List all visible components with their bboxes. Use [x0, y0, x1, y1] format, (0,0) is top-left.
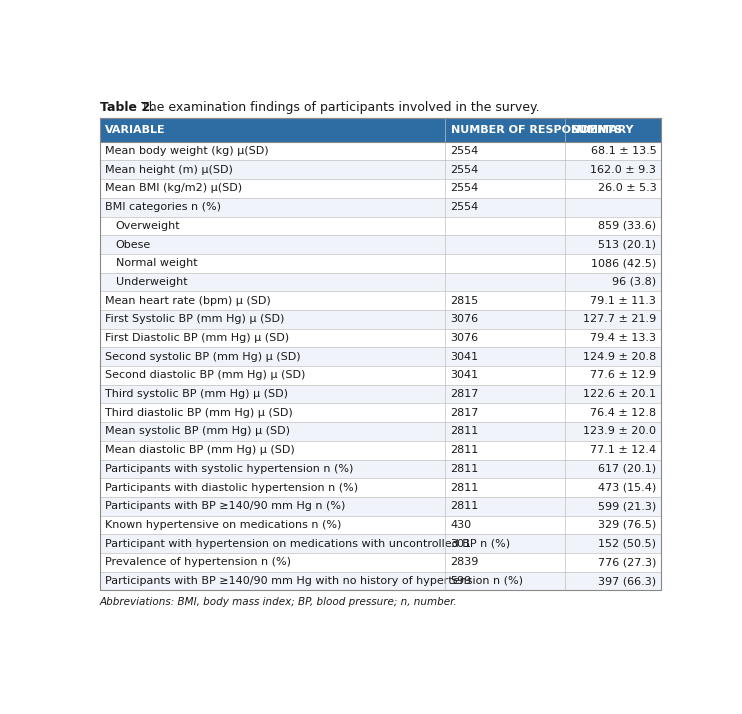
Text: Third diastolic BP (mm Hg) μ (SD): Third diastolic BP (mm Hg) μ (SD)	[105, 408, 293, 418]
Text: 2554: 2554	[450, 202, 479, 212]
Bar	[99, 422, 661, 441]
Bar	[99, 179, 661, 198]
Bar	[99, 478, 661, 497]
Bar	[99, 497, 661, 516]
Text: 3041: 3041	[450, 371, 479, 381]
Bar	[99, 273, 661, 291]
Text: 2554: 2554	[450, 146, 479, 156]
Text: 2811: 2811	[450, 483, 479, 493]
Text: VARIABLE: VARIABLE	[105, 125, 166, 135]
Text: Mean systolic BP (mm Hg) μ (SD): Mean systolic BP (mm Hg) μ (SD)	[105, 426, 290, 436]
Bar	[99, 403, 661, 422]
Text: 122.6 ± 20.1: 122.6 ± 20.1	[583, 389, 657, 399]
Text: Mean body weight (kg) μ(SD): Mean body weight (kg) μ(SD)	[105, 146, 269, 156]
Text: 96 (3.8): 96 (3.8)	[612, 277, 657, 287]
Text: 26.0 ± 5.3: 26.0 ± 5.3	[597, 183, 657, 193]
Text: The examination findings of participants involved in the survey.: The examination findings of participants…	[141, 101, 539, 114]
Bar	[99, 198, 661, 216]
Text: Mean BMI (kg/m2) μ(SD): Mean BMI (kg/m2) μ(SD)	[105, 183, 243, 193]
Text: Mean height (m) μ(SD): Mean height (m) μ(SD)	[105, 165, 233, 175]
Text: 473 (15.4): 473 (15.4)	[598, 483, 657, 493]
Text: Overweight: Overweight	[116, 221, 180, 231]
Text: Third systolic BP (mm Hg) μ (SD): Third systolic BP (mm Hg) μ (SD)	[105, 389, 289, 399]
Text: 599 (21.3): 599 (21.3)	[598, 501, 657, 511]
Text: 2811: 2811	[450, 501, 479, 511]
Text: Mean diastolic BP (mm Hg) μ (SD): Mean diastolic BP (mm Hg) μ (SD)	[105, 446, 295, 456]
Bar	[99, 441, 661, 460]
Text: 162.0 ± 9.3: 162.0 ± 9.3	[591, 165, 657, 175]
Bar	[99, 534, 661, 553]
Bar	[99, 142, 661, 161]
Bar	[99, 118, 661, 590]
Bar	[99, 118, 661, 142]
Text: 2817: 2817	[450, 408, 479, 418]
Text: Table 2.: Table 2.	[99, 101, 154, 114]
Text: 77.6 ± 12.9: 77.6 ± 12.9	[590, 371, 657, 381]
Text: Prevalence of hypertension n (%): Prevalence of hypertension n (%)	[105, 558, 292, 568]
Text: 776 (27.3): 776 (27.3)	[598, 558, 657, 568]
Text: 397 (66.3): 397 (66.3)	[598, 576, 657, 586]
Bar	[99, 553, 661, 572]
Bar	[99, 328, 661, 348]
Text: NUMBER OF RESPONDENTS: NUMBER OF RESPONDENTS	[450, 125, 622, 135]
Text: BMI categories n (%): BMI categories n (%)	[105, 202, 221, 212]
Bar	[99, 161, 661, 179]
Bar	[99, 291, 661, 310]
Bar	[99, 235, 661, 254]
Bar	[99, 348, 661, 366]
Text: Mean heart rate (bpm) μ (SD): Mean heart rate (bpm) μ (SD)	[105, 296, 271, 306]
Text: 3076: 3076	[450, 314, 479, 324]
Text: Participants with diastolic hypertension n (%): Participants with diastolic hypertension…	[105, 483, 358, 493]
Text: 1086 (42.5): 1086 (42.5)	[591, 258, 657, 268]
Text: First Diastolic BP (mm Hg) μ (SD): First Diastolic BP (mm Hg) μ (SD)	[105, 333, 289, 343]
Text: 599: 599	[450, 576, 472, 586]
Text: Second systolic BP (mm Hg) μ (SD): Second systolic BP (mm Hg) μ (SD)	[105, 352, 301, 362]
Text: 2554: 2554	[450, 165, 479, 175]
Text: 123.9 ± 20.0: 123.9 ± 20.0	[583, 426, 657, 436]
Text: 79.1 ± 11.3: 79.1 ± 11.3	[591, 296, 657, 306]
Text: 2815: 2815	[450, 296, 479, 306]
Bar	[99, 366, 661, 385]
Bar	[99, 460, 661, 478]
Text: Second diastolic BP (mm Hg) μ (SD): Second diastolic BP (mm Hg) μ (SD)	[105, 371, 306, 381]
Text: 76.4 ± 12.8: 76.4 ± 12.8	[590, 408, 657, 418]
Text: 2554: 2554	[450, 183, 479, 193]
Text: SUMMARY: SUMMARY	[570, 125, 634, 135]
Text: 127.7 ± 21.9: 127.7 ± 21.9	[583, 314, 657, 324]
Text: 329 (76.5): 329 (76.5)	[598, 520, 657, 530]
Text: 2817: 2817	[450, 389, 479, 399]
Bar	[99, 254, 661, 273]
Text: First Systolic BP (mm Hg) μ (SD): First Systolic BP (mm Hg) μ (SD)	[105, 314, 285, 324]
Text: 2811: 2811	[450, 426, 479, 436]
Text: Obese: Obese	[116, 240, 151, 250]
Text: 2839: 2839	[450, 558, 479, 568]
Text: 77.1 ± 12.4: 77.1 ± 12.4	[590, 446, 657, 456]
Text: 124.9 ± 20.8: 124.9 ± 20.8	[583, 352, 657, 362]
Bar	[99, 516, 661, 534]
Bar	[99, 216, 661, 235]
Text: Abbreviations: BMI, body mass index; BP, blood pressure; n, number.: Abbreviations: BMI, body mass index; BP,…	[99, 597, 457, 607]
Text: 152 (50.5): 152 (50.5)	[598, 538, 657, 548]
Text: Participants with systolic hypertension n (%): Participants with systolic hypertension …	[105, 464, 354, 474]
Text: Known hypertensive on medications n (%): Known hypertensive on medications n (%)	[105, 520, 342, 530]
Text: Normal weight: Normal weight	[116, 258, 197, 268]
Text: 68.1 ± 13.5: 68.1 ± 13.5	[591, 146, 657, 156]
Text: Participants with BP ≥140/90 mm Hg with no history of hypertension n (%): Participants with BP ≥140/90 mm Hg with …	[105, 576, 523, 586]
Text: 3041: 3041	[450, 352, 479, 362]
Text: Participants with BP ≥140/90 mm Hg n (%): Participants with BP ≥140/90 mm Hg n (%)	[105, 501, 346, 511]
Text: 2811: 2811	[450, 464, 479, 474]
Bar	[99, 310, 661, 328]
Text: 859 (33.6): 859 (33.6)	[598, 221, 657, 231]
Text: 2811: 2811	[450, 446, 479, 456]
Text: Underweight: Underweight	[116, 277, 188, 287]
Text: 3076: 3076	[450, 333, 479, 343]
Text: 617 (20.1): 617 (20.1)	[598, 464, 657, 474]
Text: 79.4 ± 13.3: 79.4 ± 13.3	[591, 333, 657, 343]
Bar	[99, 385, 661, 403]
Bar	[99, 572, 661, 590]
Text: 301: 301	[450, 538, 472, 548]
Text: 513 (20.1): 513 (20.1)	[598, 240, 657, 250]
Text: Participant with hypertension on medications with uncontrolled BP n (%): Participant with hypertension on medicat…	[105, 538, 510, 548]
Text: 430: 430	[450, 520, 472, 530]
